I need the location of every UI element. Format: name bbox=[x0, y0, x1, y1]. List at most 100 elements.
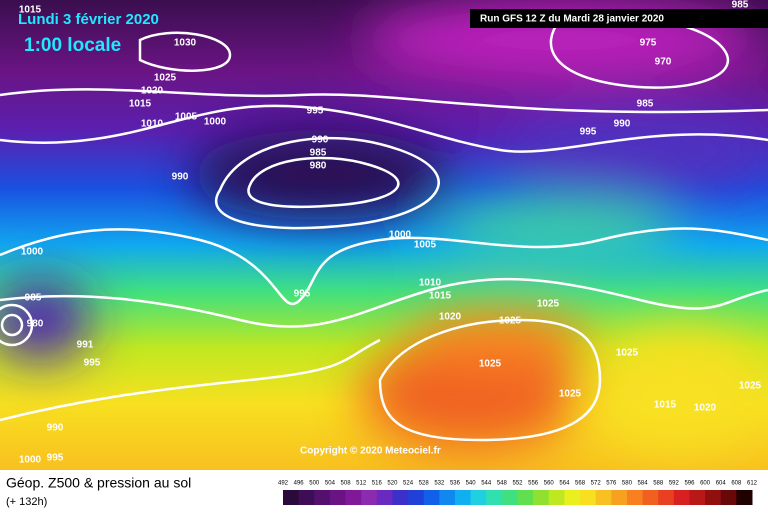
isobar-label: 1000 bbox=[389, 230, 412, 241]
isobar-label: 1025 bbox=[616, 348, 639, 359]
isobar-label: 1015 bbox=[654, 400, 677, 411]
isobar-label: 970 bbox=[655, 57, 672, 68]
isobar-label: 1025 bbox=[537, 299, 560, 310]
isobar-label: 1000 bbox=[21, 247, 44, 258]
colorbar-segment bbox=[470, 490, 487, 505]
colorbar-tick-label: 604 bbox=[716, 481, 727, 487]
footer-title: Géop. Z500 & pression au sol bbox=[6, 475, 191, 491]
colorbar-tick-label: 572 bbox=[591, 481, 602, 487]
isobar-label: 985 bbox=[732, 0, 749, 11]
colorbar-segment bbox=[580, 490, 597, 505]
colorbar-segment bbox=[345, 490, 362, 505]
run-label: Run GFS 12 Z du Mardi 28 janvier 2020 bbox=[480, 14, 664, 25]
colorbar-segment bbox=[736, 490, 753, 505]
isobar-label: 985 bbox=[25, 293, 42, 304]
colorbar-tick-label: 580 bbox=[622, 481, 633, 487]
colorbar-tick-label: 548 bbox=[497, 481, 508, 487]
colorbar-segment bbox=[408, 490, 425, 505]
colorbar-segment bbox=[423, 490, 440, 505]
colorbar-tick-label: 560 bbox=[544, 481, 555, 487]
colorbar-segment bbox=[361, 490, 378, 505]
colorbar-tick-label: 552 bbox=[512, 481, 523, 487]
colorbar-tick-label: 516 bbox=[372, 481, 383, 487]
isobar-label: 995 bbox=[84, 358, 101, 369]
isobar-label: 995 bbox=[294, 289, 311, 300]
colorbar-segment bbox=[673, 490, 690, 505]
isobar-label: 1030 bbox=[174, 38, 197, 49]
isobar-label: 990 bbox=[172, 172, 189, 183]
isobar-label: 1025 bbox=[499, 316, 522, 327]
isobar-label: 995 bbox=[47, 453, 64, 464]
colorbar-tick-label: 524 bbox=[403, 481, 414, 487]
isobar-label: 1010 bbox=[141, 119, 164, 130]
isobar-label: 1005 bbox=[414, 240, 437, 251]
isobar-label: 1025 bbox=[559, 389, 582, 400]
colorbar-segment bbox=[595, 490, 612, 505]
colorbar-tick-label: 500 bbox=[309, 481, 320, 487]
isobar-label: 1010 bbox=[419, 278, 442, 289]
colorbar-segment bbox=[501, 490, 518, 505]
colorbar-tick-label: 492 bbox=[278, 481, 289, 487]
isobar-label: 1025 bbox=[154, 73, 177, 84]
colorbar-segment bbox=[720, 490, 737, 505]
colorbar: 492 496 500 504 508 512 516 520 524 528 532 536 540 5… bbox=[278, 481, 758, 505]
isobar-label: 1020 bbox=[694, 403, 717, 414]
isobar-label: 980 bbox=[310, 161, 327, 172]
colorbar-tick-label: 532 bbox=[434, 481, 445, 487]
run-box bbox=[470, 9, 768, 28]
colorbar-tick-label: 612 bbox=[747, 481, 758, 487]
colorbar-tick-label: 508 bbox=[341, 481, 352, 487]
isobar-label: 1015 bbox=[19, 5, 42, 16]
colorbar-segment bbox=[533, 490, 550, 505]
colorbar-segment bbox=[314, 490, 331, 505]
colorbar-tick-label: 504 bbox=[325, 481, 336, 487]
colorbar-segment bbox=[298, 490, 315, 505]
colorbar-segment bbox=[283, 490, 300, 505]
colorbar-tick-label: 568 bbox=[575, 481, 586, 487]
colorbar-tick-label: 520 bbox=[387, 481, 398, 487]
colorbar-segment bbox=[376, 490, 393, 505]
colorbar-tick-label: 576 bbox=[606, 481, 617, 487]
colorbar-segment bbox=[329, 490, 347, 505]
isobar-label: 975 bbox=[640, 38, 657, 49]
colorbar-tick-label: 540 bbox=[466, 481, 477, 487]
colorbar-segment bbox=[392, 490, 409, 505]
colorbar-tick-label: 496 bbox=[294, 481, 305, 487]
colorbar-tick-label: 544 bbox=[481, 481, 492, 487]
isobar-label: 1020 bbox=[141, 86, 164, 97]
colorbar-segment bbox=[439, 490, 456, 505]
isobar-label: 1000 bbox=[204, 117, 227, 128]
isobar-label: 980 bbox=[27, 319, 44, 330]
isobar-label: 1005 bbox=[175, 112, 198, 123]
date-label: Lundi 3 février 2020 bbox=[18, 11, 159, 28]
colorbar-tick-label: 536 bbox=[450, 481, 461, 487]
colorbar-segment bbox=[611, 490, 628, 505]
colorbar-segment bbox=[486, 490, 503, 505]
isobar-label: 995 bbox=[580, 127, 597, 138]
isobar-label: 1015 bbox=[429, 291, 452, 302]
colorbar-segment bbox=[689, 490, 706, 505]
isobar-label: 1015 bbox=[129, 99, 152, 110]
colorbar-segment bbox=[705, 490, 722, 505]
isobar-label: 1025 bbox=[739, 381, 762, 392]
isobar-label: 990 bbox=[312, 135, 329, 146]
colorbar-tick-label: 528 bbox=[419, 481, 430, 487]
colorbar-tick-label: 512 bbox=[356, 481, 367, 487]
isobar-label: 1020 bbox=[439, 312, 462, 323]
isobar-label: 990 bbox=[614, 119, 631, 130]
colorbar-tick-label: 592 bbox=[669, 481, 680, 487]
colorbar-tick-label: 564 bbox=[559, 481, 570, 487]
footer-lead: (+ 132h) bbox=[6, 496, 47, 508]
isobar-label: 985 bbox=[637, 99, 654, 110]
colorbar-segment bbox=[454, 490, 472, 505]
isobar-label: 985 bbox=[310, 148, 327, 159]
colorbar-tick-label: 600 bbox=[700, 481, 711, 487]
isobar-label: 1025 bbox=[479, 359, 502, 370]
colorbar-tick-label: 608 bbox=[731, 481, 742, 487]
colorbar-segment bbox=[658, 490, 675, 505]
colorbar-segment bbox=[642, 490, 659, 505]
copyright: Copyright © 2020 Meteociel.fr bbox=[300, 446, 441, 457]
colorbar-tick-label: 556 bbox=[528, 481, 539, 487]
